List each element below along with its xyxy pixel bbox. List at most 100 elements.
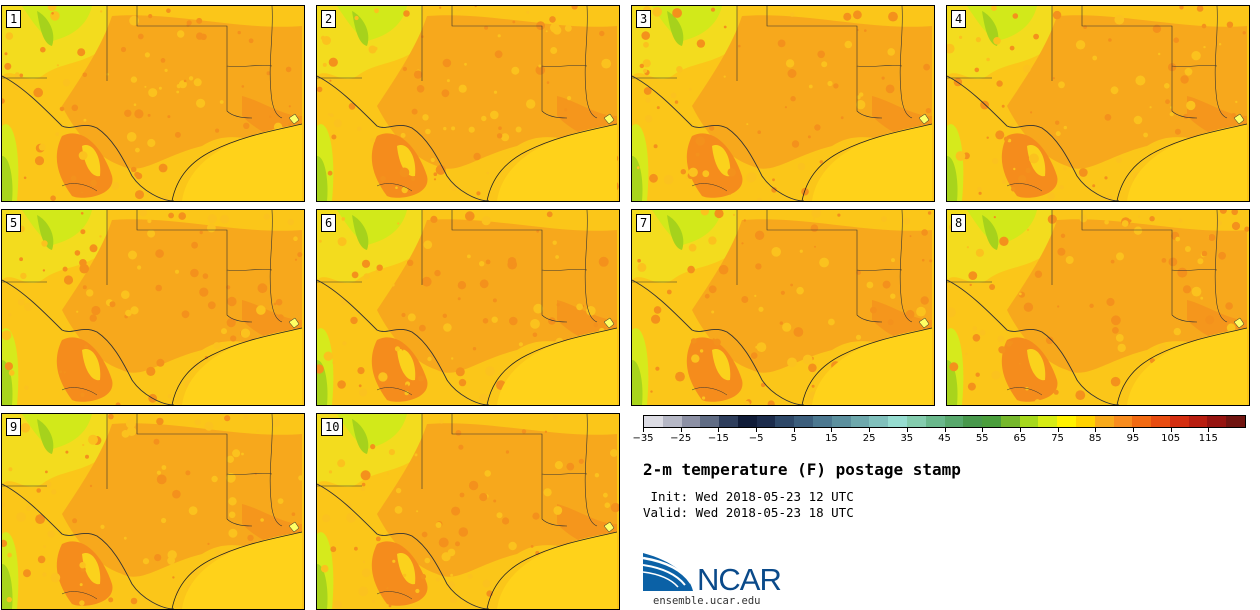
temperature-map [632,6,934,201]
colorbar-segment [869,416,889,427]
colorbar-segment [963,416,983,427]
colorbar-segment [775,416,795,427]
member-number: 10 [321,418,344,436]
temperature-map [947,210,1249,405]
colorbar-segment [662,416,682,427]
colorbar-tick [1095,428,1097,432]
colorbar-segment [925,416,945,427]
ncar-logo-icon [643,553,693,591]
colorbar-segment [756,416,776,427]
colorbar-segment [888,416,907,427]
temperature-map [2,6,304,201]
member-number: 1 [6,10,22,28]
postage-stamp-panel: 3 [631,5,935,202]
colorbar-tick-label: 75 [1051,433,1064,444]
colorbar-segment [831,416,851,427]
colorbar-tick-label: 45 [938,433,951,444]
colorbar-segment [1188,416,1208,427]
colorbar-tick [944,428,946,432]
colorbar-segment [813,416,832,427]
colorbar-segment [1038,416,1058,427]
colorbar-segment [1169,416,1189,427]
colorbar-tick-label: 15 [825,433,838,444]
member-number: 8 [951,214,967,232]
postage-stamp-panel: 8 [946,209,1250,406]
temperature-map [2,210,304,405]
colorbar-tick [718,428,720,432]
colorbar-tick [793,428,795,432]
map-title: 2-m temperature (F) postage stamp [643,460,961,479]
colorbar-segment [1207,416,1227,427]
postage-stamp-panel: 9 [1,413,305,610]
colorbar-tick [680,428,682,432]
colorbar-tick [831,428,833,432]
colorbar-ticks: −35 −25 −15 −5 5 15 25 35 45 55 65 75 85 95 105 115 [632,428,1246,450]
ncar-logo-text: NCAR [697,562,782,597]
colorbar-tick-label: −5 [748,433,764,444]
colorbar-segment [982,416,1001,427]
colorbar-tick [1132,428,1134,432]
temperature-colorbar [643,415,1246,428]
colorbar-tick-label: 5 [790,433,797,444]
colorbar-tick [1170,428,1172,432]
temperature-map [317,414,619,609]
colorbar-tick-label: 85 [1088,433,1102,444]
colorbar-tick [906,428,908,432]
init-time: Init: Wed 2018-05-23 12 UTC [643,489,854,504]
colorbar-segment [850,416,870,427]
colorbar-tick-label: −15 [707,433,729,444]
colorbar-segment [1000,416,1020,427]
colorbar-tick [869,428,871,432]
colorbar-tick-label: 95 [1126,433,1140,444]
colorbar-segment [1151,416,1170,427]
colorbar-segment [1094,416,1114,427]
temperature-map [317,6,619,201]
temperature-map [317,210,619,405]
colorbar-segment [1075,416,1095,427]
colorbar-segment [906,416,926,427]
postage-stamp-panel: 4 [946,5,1250,202]
colorbar-segment [719,416,738,427]
colorbar-tick [756,428,758,432]
temperature-map [632,210,934,405]
ensemble-url: ensemble.ucar.edu [653,595,761,607]
member-number: 5 [6,214,22,232]
colorbar-tick-label: 65 [1013,433,1027,444]
colorbar-tick-label: −35 [632,433,654,444]
postage-stamp-panel: 2 [316,5,620,202]
colorbar-tick-label: 25 [862,433,876,444]
colorbar-segment [944,416,964,427]
member-number: 9 [6,418,22,436]
temperature-map [947,6,1249,201]
colorbar-segment [1057,416,1076,427]
colorbar-segment [737,416,757,427]
member-number: 7 [636,214,652,232]
member-number: 2 [321,10,337,28]
colorbar-segment [681,416,701,427]
postage-stamp-panel: 7 [631,209,935,406]
member-number: 3 [636,10,652,28]
postage-stamp-panel: 5 [1,209,305,406]
member-number: 4 [951,10,967,28]
colorbar-tick [643,428,644,432]
postage-stamp-panel: 6 [316,209,620,406]
colorbar-segment [644,416,663,427]
colorbar-tick-label: 55 [975,433,989,444]
postage-stamp-panel: 1 [1,5,305,202]
temperature-map [2,414,304,609]
colorbar-tick [1019,428,1021,432]
colorbar-segment [1019,416,1039,427]
colorbar-tick-label: 105 [1161,433,1181,444]
colorbar-segment [1113,416,1133,427]
colorbar-tick [1057,428,1059,432]
colorbar-tick [982,428,984,432]
valid-time: Valid: Wed 2018-05-23 18 UTC [643,505,854,520]
colorbar-segment [1226,416,1245,427]
colorbar-segment [794,416,814,427]
colorbar-tick-label: 115 [1198,433,1218,444]
colorbar-tick [1208,428,1210,432]
postage-stamp-panel: 10 [316,413,620,610]
member-number: 6 [321,214,337,232]
colorbar-segment [700,416,720,427]
colorbar-tick-label: −25 [670,433,692,444]
